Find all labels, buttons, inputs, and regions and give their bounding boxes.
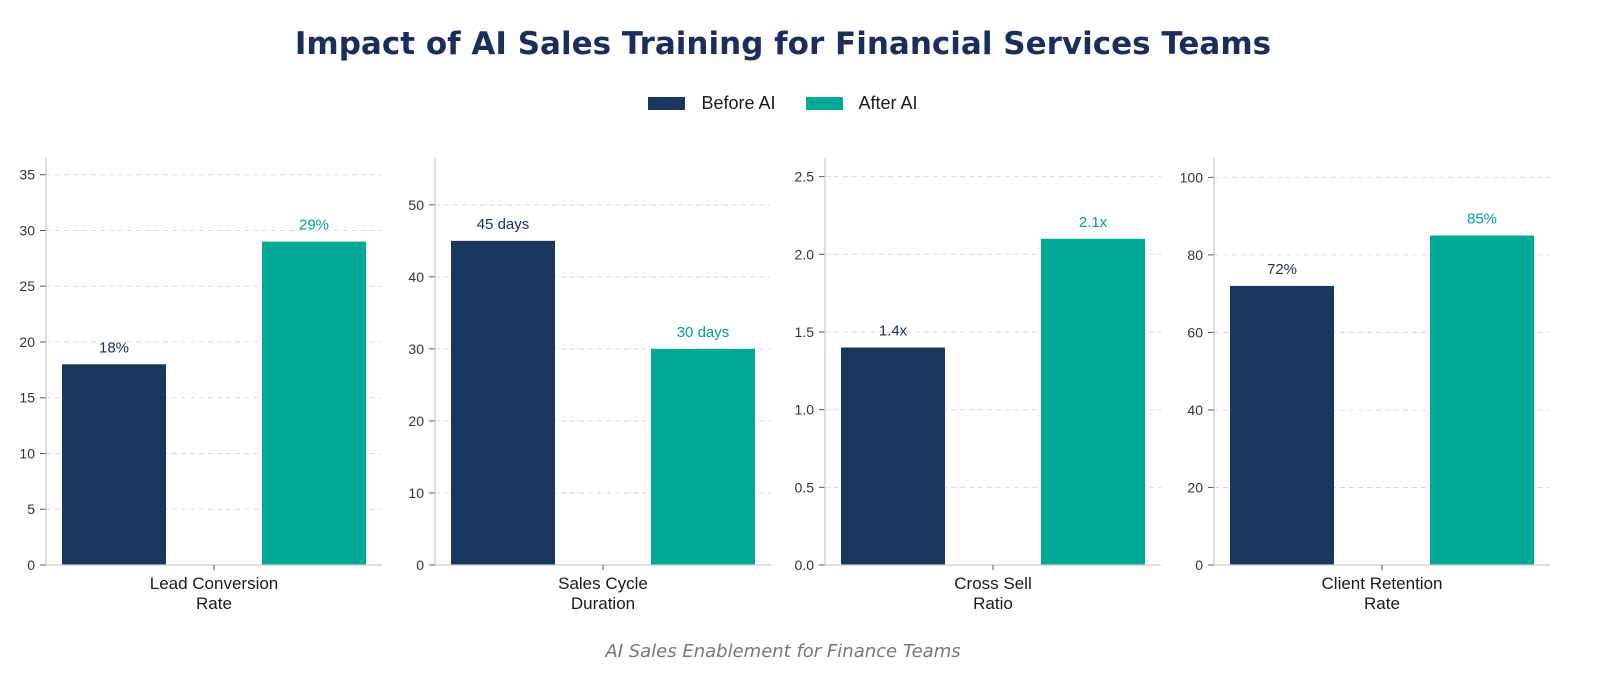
bar-after-ai — [651, 348, 755, 565]
legend: Before AI After AI — [0, 93, 1566, 114]
y-tick-label: 10 — [408, 485, 424, 501]
x-category-label: Duration — [571, 594, 635, 613]
bar-before-ai — [451, 240, 555, 566]
y-tick-label: 5 — [27, 501, 35, 517]
y-tick-label: 40 — [1187, 402, 1203, 418]
bar-after-ai — [1041, 238, 1145, 565]
x-category-label: Rate — [196, 594, 232, 613]
y-tick-label: 20 — [1187, 479, 1203, 495]
y-tick-label: 15 — [19, 390, 35, 406]
y-tick-label: 35 — [19, 167, 35, 183]
chart-subtitle: AI Sales Enablement for Finance Teams — [605, 641, 961, 662]
y-tick-label: 25 — [19, 278, 35, 294]
bar-before-ai — [62, 364, 166, 565]
y-tick-label: 80 — [1187, 247, 1203, 263]
y-tick-label: 0.0 — [795, 557, 815, 573]
y-tick-label: 30 — [408, 341, 424, 357]
y-tick-label: 60 — [1187, 324, 1203, 340]
x-category-label: Client Retention — [1322, 574, 1443, 593]
x-category-label: Cross Sell — [954, 574, 1031, 593]
y-tick-label: 30 — [19, 222, 35, 238]
y-tick-label: 0 — [27, 557, 35, 573]
y-tick-label: 100 — [1180, 169, 1204, 185]
chart-title: Impact of AI Sales Training for Financia… — [294, 26, 1272, 62]
legend-label-after: After AI — [858, 93, 918, 113]
bar-after-ai — [1430, 235, 1534, 565]
y-tick-label: 2.0 — [795, 246, 815, 262]
data-label-after-ai: 29% — [299, 217, 329, 234]
y-tick-label: 2.5 — [795, 169, 815, 185]
bar-before-ai — [841, 347, 945, 565]
y-tick-label: 1.0 — [795, 402, 815, 418]
y-tick-label: 10 — [19, 445, 35, 461]
legend-swatch-before — [648, 97, 686, 110]
y-tick-label: 0 — [416, 557, 424, 573]
data-label-after-ai: 85% — [1467, 211, 1497, 228]
data-label-after-ai: 2.1x — [1079, 214, 1108, 231]
y-tick-label: 0.5 — [795, 479, 815, 495]
legend-item-after: After AI — [805, 93, 918, 114]
bar-after-ai — [262, 241, 366, 566]
data-label-before-ai: 45 days — [477, 216, 530, 233]
legend-swatch-after — [805, 97, 843, 110]
legend-item-before: Before AI — [648, 93, 776, 114]
y-tick-label: 40 — [408, 269, 424, 285]
y-tick-label: 20 — [408, 413, 424, 429]
data-label-before-ai: 18% — [99, 339, 129, 356]
legend-label-before: Before AI — [701, 93, 776, 113]
x-category-label: Lead Conversion — [150, 574, 279, 593]
y-tick-label: 1.5 — [795, 324, 815, 340]
y-tick-label: 50 — [408, 197, 424, 213]
x-category-label: Rate — [1364, 594, 1400, 613]
y-tick-label: 0 — [1195, 557, 1203, 573]
x-category-label: Ratio — [973, 594, 1013, 613]
data-label-before-ai: 1.4x — [879, 323, 908, 340]
y-tick-label: 20 — [19, 334, 35, 350]
bar-before-ai — [1230, 285, 1334, 565]
x-category-label: Sales Cycle — [558, 574, 648, 593]
data-label-after-ai: 30 days — [677, 324, 730, 341]
data-label-before-ai: 72% — [1267, 261, 1297, 278]
